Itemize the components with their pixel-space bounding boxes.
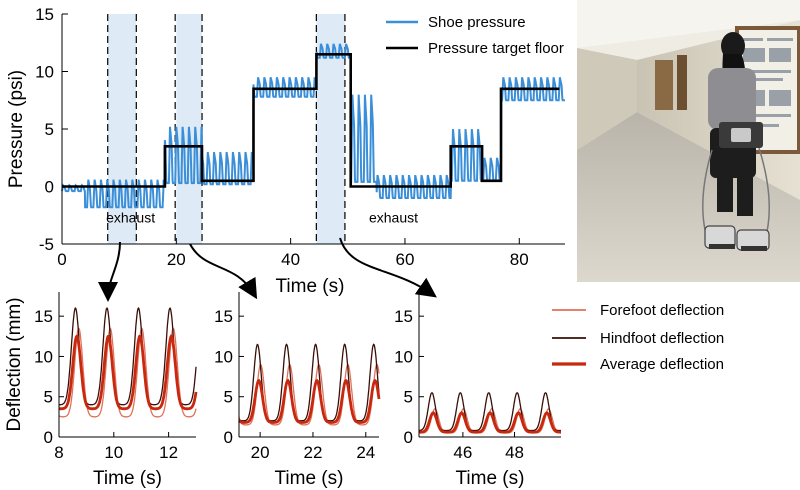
- y-tick-label: 15: [214, 307, 233, 326]
- y-tick-label: 5: [224, 388, 233, 407]
- x-tick-label: 22: [304, 443, 323, 462]
- x-tick-label: 48: [505, 443, 524, 462]
- x-tick-label: 80: [510, 250, 529, 269]
- legend-label: Forefoot deflection: [600, 302, 724, 319]
- x-axis-label: Time (s): [93, 468, 162, 489]
- series-shoe-pressure: [61, 43, 565, 209]
- series-average-deflection: [419, 411, 561, 434]
- x-tick-label: 40: [281, 250, 300, 269]
- x-tick-label: 0: [57, 250, 66, 269]
- y-tick-label: 15: [35, 5, 54, 24]
- legend-label-target: Pressure target floor: [428, 40, 564, 57]
- x-tick-label: 8: [54, 443, 63, 462]
- y-tick-label: 15: [394, 307, 413, 326]
- y-tick-label: 10: [394, 347, 413, 366]
- hallway-illustration: [577, 0, 800, 282]
- y-tick-label: 0: [224, 428, 233, 447]
- x-tick-label: 20: [167, 250, 186, 269]
- y-tick-label: 5: [45, 120, 54, 139]
- y-axis-label: Pressure (psi): [6, 70, 27, 188]
- y-tick-label: 10: [34, 347, 53, 366]
- y-tick-label: 15: [34, 307, 53, 326]
- series-target-floor: [62, 53, 560, 188]
- y-tick-label: -5: [39, 235, 54, 254]
- deflection-panel-exhaust: 0 5 10 15 8 10 12 Time (s) Deflection (mm): [4, 292, 198, 489]
- annotation-exhaust: exhaust: [106, 210, 155, 226]
- deflection-panel-mid: 0 5 10 15 20 22 24 Time (s): [214, 292, 381, 489]
- walking-photo: [577, 0, 800, 282]
- y-tick-label: 10: [35, 63, 54, 82]
- series-forefoot-deflection: [238, 363, 380, 426]
- legend-label: Average deflection: [600, 356, 724, 373]
- y-tick-label: 5: [44, 388, 53, 407]
- y-tick-label: 0: [44, 428, 53, 447]
- pressure-legend: Shoe pressure Pressure target floor: [386, 14, 564, 57]
- series-average-deflection: [58, 334, 198, 411]
- deflection-legend: Forefoot deflection Hindfoot deflection Av…: [552, 302, 724, 373]
- y-tick-label: 0: [45, 178, 54, 197]
- x-tick-label: 10: [104, 443, 123, 462]
- x-axis-label: Time (s): [275, 468, 344, 489]
- series-average-deflection: [238, 378, 381, 424]
- deflection-panel-high: 0 5 10 15 46 48 Time (s): [394, 292, 561, 489]
- y-tick-label: 0: [404, 428, 413, 447]
- x-tick-label: 46: [453, 443, 472, 462]
- x-tick-label: 20: [251, 443, 270, 462]
- arrow-to-high-panel: [339, 237, 437, 298]
- x-axis-label: Time (s): [276, 276, 345, 297]
- x-tick-label: 24: [356, 443, 375, 462]
- annotation-exhaust: exhaust: [369, 210, 418, 226]
- y-axis-label: Deflection (mm): [4, 297, 25, 431]
- x-axis-label: Time (s): [456, 468, 525, 489]
- x-tick-label: 12: [159, 443, 178, 462]
- legend-label: Hindfoot deflection: [600, 330, 724, 347]
- y-tick-label: 5: [404, 388, 413, 407]
- y-tick-label: 10: [214, 347, 233, 366]
- legend-label-shoe: Shoe pressure: [428, 14, 526, 31]
- connector-arrows: [98, 237, 437, 302]
- arrow-to-mid-panel: [189, 243, 258, 300]
- x-tick-label: 60: [395, 250, 414, 269]
- arrow-to-exhaust-panel: [98, 241, 121, 302]
